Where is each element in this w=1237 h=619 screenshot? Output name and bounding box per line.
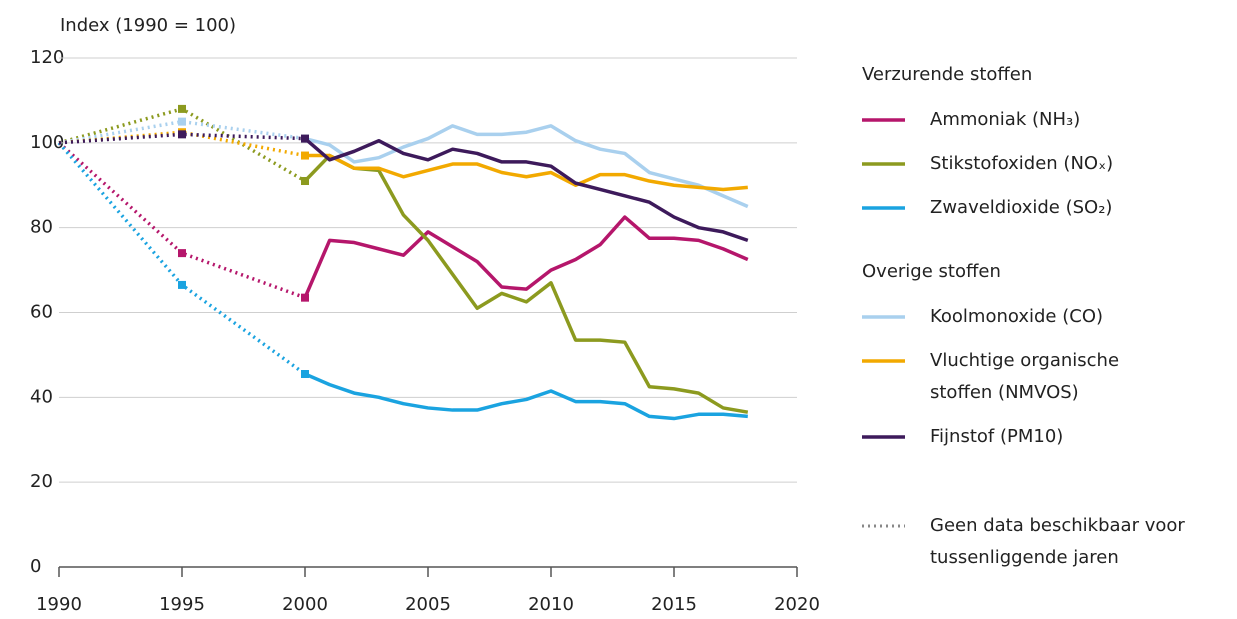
- y-tick-label: 120: [30, 47, 64, 68]
- point-marker: [178, 104, 186, 113]
- point-marker: [301, 134, 309, 143]
- legend-label: Zwaveldioxide (SO₂): [930, 197, 1112, 218]
- series-line: [304, 372, 748, 421]
- y-axis-label: Index (1990 = 100): [60, 15, 236, 36]
- x-tick-label: 2015: [651, 594, 697, 615]
- y-tick-label: 80: [30, 217, 53, 238]
- legend-dotted-label: Geen data beschikbaar voor tussenliggende…: [930, 515, 1185, 568]
- legend-group-title: Overige stoffen: [862, 261, 1001, 282]
- point-marker: [301, 177, 309, 186]
- y-tick-label: 100: [30, 132, 64, 153]
- legend-label: Stikstofoxiden (NOₓ): [930, 153, 1113, 174]
- point-marker: [301, 293, 309, 302]
- legend-label: Fijnstof (PM10): [930, 426, 1063, 447]
- y-tick-label: 20: [30, 471, 53, 492]
- y-tick-label: 0: [30, 556, 41, 577]
- point-marker: [301, 370, 309, 379]
- series-line: [303, 137, 749, 243]
- x-tick-label: 1995: [159, 594, 205, 615]
- series-line-dotted: [57, 141, 307, 376]
- legend-group-title: Verzurende stoffen: [862, 64, 1032, 85]
- legend-label: Ammoniak (NH₃): [930, 109, 1080, 130]
- x-tick-label: 2005: [405, 594, 451, 615]
- legend-label: Vluchtige organische stoffen (NMVOS): [930, 350, 1119, 403]
- point-marker: [301, 151, 309, 160]
- x-tick-label: 1990: [36, 594, 82, 615]
- x-tick-label: 2020: [774, 594, 820, 615]
- y-tick-label: 40: [30, 386, 53, 407]
- series-line-dotted: [57, 141, 306, 300]
- y-tick-label: 60: [30, 302, 53, 323]
- point-marker: [178, 249, 186, 258]
- point-marker: [178, 130, 186, 139]
- x-tick-label: 2010: [528, 594, 574, 615]
- x-tick-label: 2000: [282, 594, 328, 615]
- series-line: [303, 215, 749, 299]
- series-line: [304, 124, 749, 209]
- point-marker: [178, 117, 186, 126]
- legend-label: Koolmonoxide (CO): [930, 306, 1103, 327]
- point-marker: [178, 280, 186, 289]
- series-line-dotted: [58, 132, 306, 145]
- series-line: [303, 153, 749, 414]
- series-line: [305, 153, 748, 192]
